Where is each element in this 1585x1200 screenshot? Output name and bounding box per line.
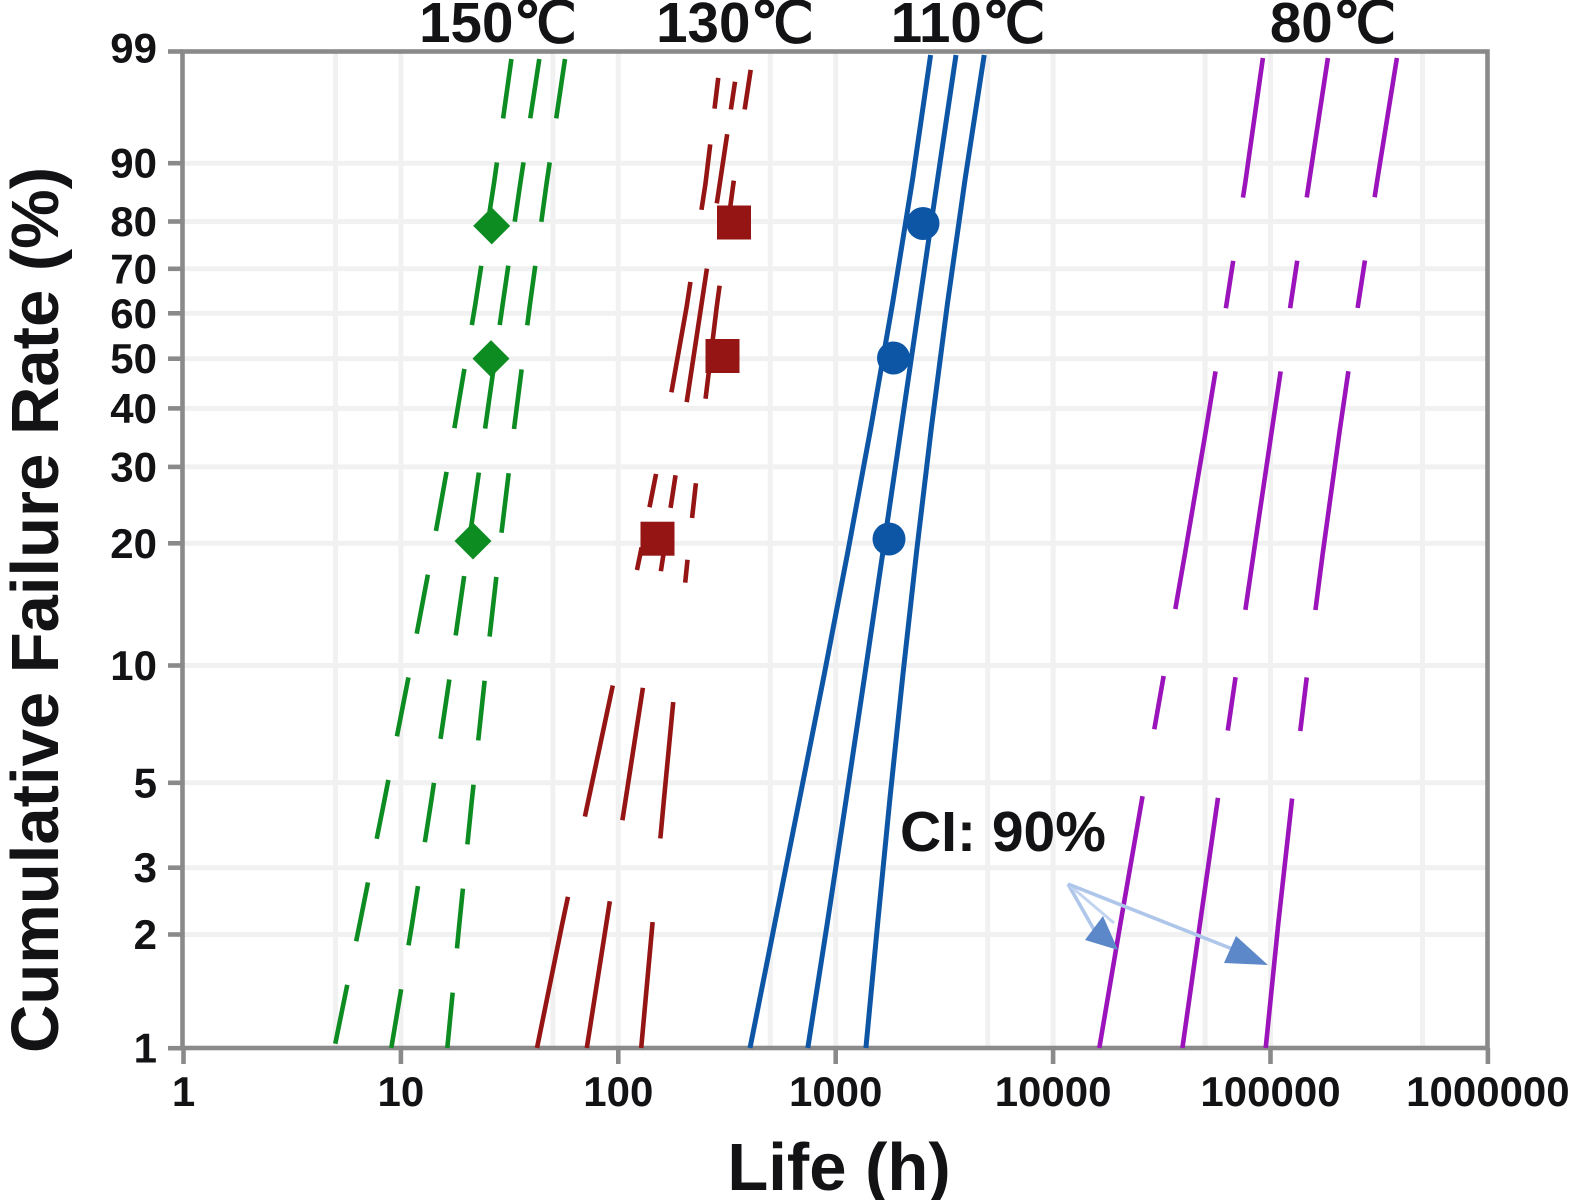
svg-text:1000: 1000 bbox=[789, 1068, 882, 1115]
svg-text:2: 2 bbox=[134, 911, 157, 958]
svg-text:130℃: 130℃ bbox=[656, 0, 814, 54]
svg-text:99: 99 bbox=[110, 25, 157, 72]
svg-text:30: 30 bbox=[110, 443, 157, 490]
svg-text:150℃: 150℃ bbox=[419, 0, 577, 54]
svg-text:1: 1 bbox=[134, 1025, 157, 1072]
svg-text:80℃: 80℃ bbox=[1270, 0, 1396, 54]
svg-text:90: 90 bbox=[110, 140, 157, 187]
svg-text:Cumulative Failure Rate (%): Cumulative Failure Rate (%) bbox=[0, 167, 73, 1053]
svg-text:60: 60 bbox=[110, 290, 157, 337]
svg-text:5: 5 bbox=[134, 759, 157, 806]
svg-text:100: 100 bbox=[583, 1068, 653, 1115]
svg-text:Life (h): Life (h) bbox=[727, 1130, 950, 1200]
svg-text:3: 3 bbox=[134, 844, 157, 891]
svg-text:10: 10 bbox=[378, 1068, 425, 1115]
svg-text:1000000: 1000000 bbox=[1406, 1068, 1570, 1115]
svg-text:20: 20 bbox=[110, 520, 157, 567]
svg-text:CI: 90%: CI: 90% bbox=[900, 800, 1106, 864]
svg-text:40: 40 bbox=[110, 385, 157, 432]
svg-text:80: 80 bbox=[110, 198, 157, 245]
svg-text:1: 1 bbox=[172, 1068, 195, 1115]
svg-text:10000: 10000 bbox=[995, 1068, 1112, 1115]
svg-text:110℃: 110℃ bbox=[891, 0, 1046, 54]
svg-text:10: 10 bbox=[110, 642, 157, 689]
svg-text:50: 50 bbox=[110, 335, 157, 382]
svg-text:70: 70 bbox=[110, 245, 157, 292]
svg-text:100000: 100000 bbox=[1200, 1068, 1340, 1115]
